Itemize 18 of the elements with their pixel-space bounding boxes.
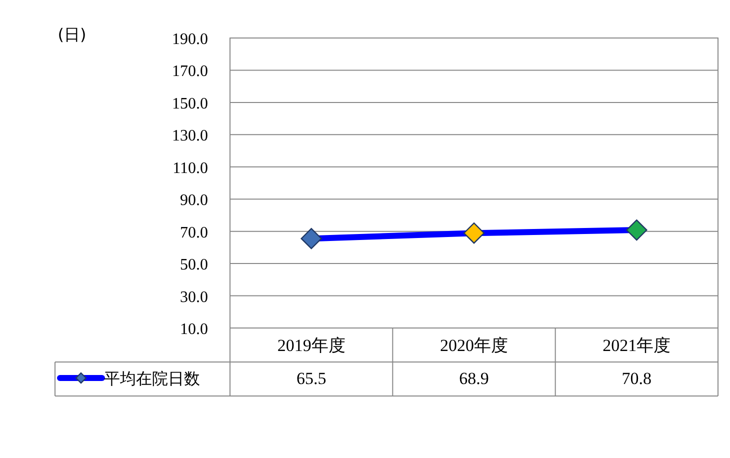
y-tick-label: 150.0	[172, 95, 208, 112]
y-tick-label: 170.0	[172, 63, 208, 80]
y-tick-label: 130.0	[172, 128, 208, 145]
y-tick-label: 30.0	[180, 288, 208, 306]
y-tick-label: 10.0	[180, 321, 208, 338]
legend-label: 平均在院日数	[104, 369, 200, 388]
data-label: 70.8	[622, 369, 652, 388]
x-tick-label: 2021年度	[602, 336, 671, 355]
data-label: 65.5	[296, 369, 326, 388]
y-tick-label: 110.0	[172, 160, 208, 177]
y-tick-label: 70.0	[180, 224, 208, 242]
y-tick-label: 50.0	[180, 256, 208, 274]
data-label: 68.9	[459, 369, 489, 388]
y-tick-label: 190.0	[172, 31, 208, 48]
x-tick-label: 2019年度	[277, 336, 346, 355]
x-tick-label: 2020年度	[440, 336, 508, 355]
text: (日)	[58, 25, 86, 44]
y-tick-label: 90.0	[180, 192, 208, 210]
